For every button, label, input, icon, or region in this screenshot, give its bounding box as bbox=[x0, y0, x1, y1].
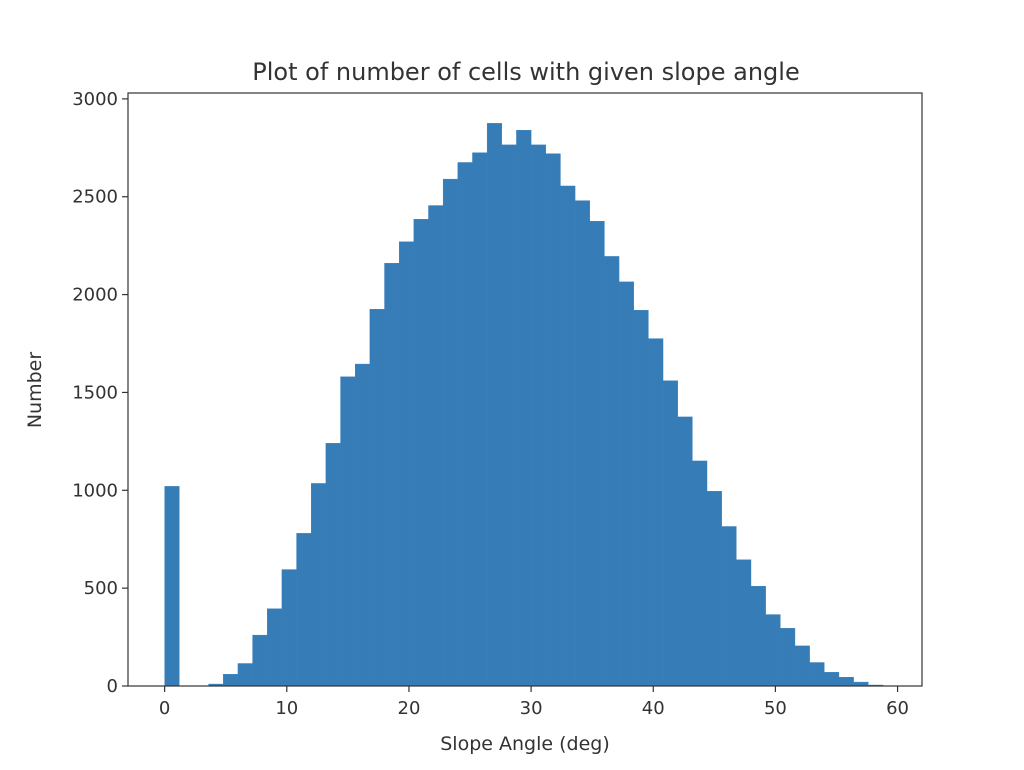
y-axis-ticks: 0 500 1000 1500 2000 2500 3000 bbox=[72, 89, 128, 697]
x-tick-label: 10 bbox=[275, 698, 298, 719]
histogram-bar bbox=[325, 443, 341, 687]
histogram-bar bbox=[428, 205, 444, 687]
histogram-bar bbox=[662, 380, 678, 687]
x-tick-label: 60 bbox=[886, 698, 909, 719]
histogram-bar bbox=[516, 129, 532, 687]
histogram-bar bbox=[340, 376, 356, 687]
histogram-bar bbox=[560, 185, 576, 687]
histogram-bar bbox=[252, 634, 268, 687]
histogram-bar bbox=[648, 338, 664, 687]
histogram-bar bbox=[442, 178, 459, 687]
histogram-bar bbox=[765, 614, 781, 687]
histogram-bar bbox=[472, 152, 488, 687]
bars-group bbox=[164, 123, 884, 687]
x-tick-label: 40 bbox=[642, 698, 665, 719]
plot-frame bbox=[127, 92, 923, 687]
histogram-bar bbox=[750, 585, 766, 687]
histogram-bar bbox=[311, 483, 327, 687]
histogram-bar bbox=[355, 363, 371, 687]
y-tick-label: 1500 bbox=[72, 382, 118, 403]
histogram-bar bbox=[501, 144, 517, 687]
x-tick-label: 20 bbox=[398, 698, 421, 719]
histogram-bar bbox=[223, 674, 239, 687]
histogram-bar bbox=[296, 533, 312, 687]
histogram-bar bbox=[838, 676, 854, 687]
histogram-bar bbox=[589, 220, 605, 687]
y-tick-label: 500 bbox=[84, 578, 118, 599]
histogram-bar bbox=[413, 219, 429, 687]
histogram-bar bbox=[809, 662, 825, 687]
histogram-bar bbox=[267, 608, 283, 687]
histogram-bar bbox=[281, 569, 297, 687]
histogram-bar bbox=[164, 486, 180, 687]
histogram-bar bbox=[721, 526, 737, 687]
chart-title: Plot of number of cells with given slope… bbox=[252, 58, 799, 86]
histogram-bar bbox=[706, 491, 722, 687]
x-tick-label: 50 bbox=[764, 698, 787, 719]
histogram-bar bbox=[369, 309, 385, 687]
histogram-bar bbox=[530, 144, 546, 687]
histogram-bar bbox=[780, 628, 796, 687]
x-tick-label: 0 bbox=[159, 698, 170, 719]
histogram-bar bbox=[237, 663, 253, 687]
y-axis-label: Number bbox=[24, 352, 46, 429]
histogram-bar bbox=[486, 123, 502, 687]
histogram-bar bbox=[677, 416, 693, 687]
histogram-bar bbox=[824, 672, 840, 687]
histogram-bar bbox=[736, 559, 752, 687]
x-axis-label: Slope Angle (deg) bbox=[440, 733, 610, 755]
y-tick-label: 0 bbox=[107, 676, 118, 697]
y-tick-label: 2500 bbox=[72, 187, 118, 208]
histogram-bar bbox=[545, 153, 561, 687]
y-tick-label: 1000 bbox=[72, 480, 118, 501]
y-tick-label: 2000 bbox=[72, 285, 118, 306]
histogram-bar bbox=[794, 645, 810, 687]
histogram-bar bbox=[398, 241, 415, 687]
histogram-bar bbox=[633, 310, 649, 687]
histogram-bar bbox=[618, 281, 634, 687]
histogram-bar bbox=[384, 263, 400, 687]
histogram-bar bbox=[604, 256, 620, 687]
histogram-bar bbox=[692, 460, 708, 687]
x-axis-ticks: 0 10 20 30 40 50 60 bbox=[159, 686, 909, 719]
histogram-bar bbox=[574, 200, 590, 687]
histogram-bar bbox=[457, 162, 473, 687]
y-tick-label: 3000 bbox=[72, 89, 118, 110]
x-tick-label: 30 bbox=[520, 698, 543, 719]
